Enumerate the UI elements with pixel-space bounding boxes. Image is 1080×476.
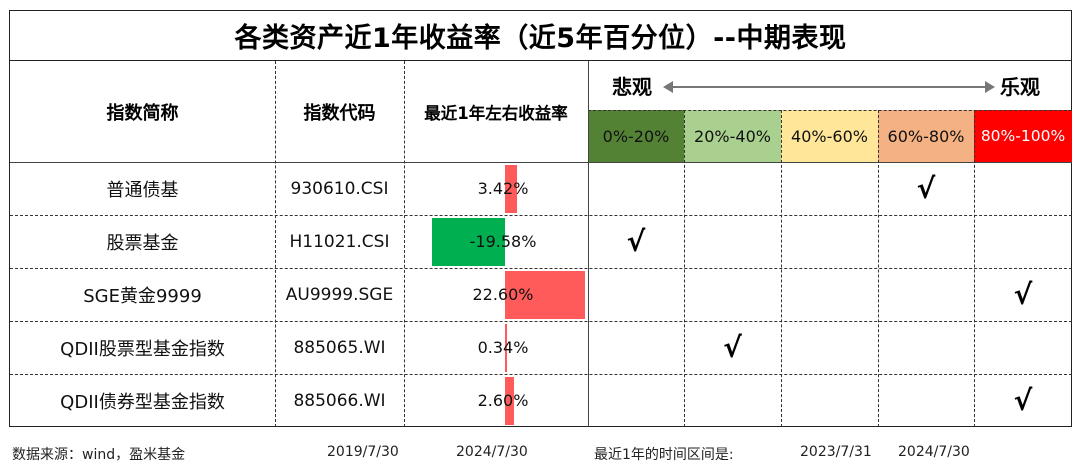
row-5-code: 885066.WI (293, 390, 386, 411)
row-divider-3 (10, 321, 1072, 322)
footer-window-start: 2023/7/31 (800, 444, 872, 460)
asset-return-table: 各类资产近1年收益率（近5年百分位）--中期表现 (9, 10, 1072, 427)
row-4-return-value: 0.34% (477, 338, 529, 357)
sentiment-arrow (663, 81, 995, 93)
arrow-head-left (663, 81, 673, 93)
row-3-return-value: 22.60% (472, 285, 534, 304)
row-divider-4 (10, 374, 1072, 375)
label-pessimistic: 悲观 (612, 74, 652, 99)
row-divider-2 (10, 268, 1072, 269)
col-divider-1 (275, 61, 276, 427)
row-3-check-mark: √ (1013, 278, 1033, 311)
row-3-name: SGE黄金9999 (83, 285, 202, 307)
row-3-code: AU9999.SGE (285, 284, 394, 305)
percentile-band-4: 60%-80% (878, 110, 974, 162)
footer-date-start: 2019/7/30 (327, 444, 399, 460)
row-2-check-mark: √ (626, 225, 646, 258)
col-divider-4 (684, 110, 685, 427)
percentile-band-2: 20%-40% (684, 110, 781, 162)
row-4-return-bar (505, 324, 507, 372)
row-1-code: 930610.CSI (290, 178, 389, 199)
col-divider-2 (404, 61, 405, 427)
footer-window-end: 2024/7/30 (898, 444, 970, 460)
header-index-name: 指数简称 (106, 102, 179, 124)
row-5-return-bar (505, 377, 515, 425)
table-title: 各类资产近1年收益率（近5年百分位）--中期表现 (10, 11, 1071, 61)
row-2-return-value: -19.58% (469, 232, 537, 251)
footer-window-label: 最近1年的时间区间是: (594, 447, 734, 463)
row-4-code: 885065.WI (293, 337, 386, 358)
row-1-check-mark: √ (916, 172, 936, 205)
label-optimistic: 乐观 (1000, 74, 1040, 99)
row-1-return-bar (505, 165, 518, 213)
row-4-check-mark: √ (723, 331, 742, 364)
row-4-name: QDII股票型基金指数 (60, 338, 225, 360)
header-index-code: 指数代码 (303, 102, 376, 124)
arrow-head-right (985, 81, 995, 93)
col-divider-6 (878, 110, 879, 427)
row-divider-0 (10, 162, 1072, 163)
percentile-band-3: 40%-60% (781, 110, 878, 162)
band-header-divider (588, 110, 1072, 111)
row-2-code: H11021.CSI (289, 231, 390, 252)
row-2-return-bar (432, 218, 505, 266)
header-return: 最近1年左右收益率 (424, 103, 568, 123)
row-5-return-value: 2.60% (477, 391, 529, 410)
percentile-band-1: 0%-20% (588, 110, 684, 162)
footer-source: 数据来源：wind，盈米基金 (12, 447, 186, 463)
footer-date-end: 2024/7/30 (456, 444, 528, 460)
row-1-name: 普通债基 (106, 179, 179, 201)
row-2-name: 股票基金 (106, 232, 179, 254)
row-5-check-mark: √ (1013, 384, 1033, 417)
col-divider-5 (781, 110, 782, 427)
col-divider-7 (974, 110, 975, 427)
percentile-band-5: 80%-100% (974, 110, 1072, 162)
col-divider-3 (588, 61, 589, 427)
row-1-return-value: 3.42% (477, 179, 529, 198)
row-5-name: QDII债券型基金指数 (60, 391, 225, 413)
row-divider-1 (10, 215, 1072, 216)
row-3-return-bar (505, 271, 585, 319)
